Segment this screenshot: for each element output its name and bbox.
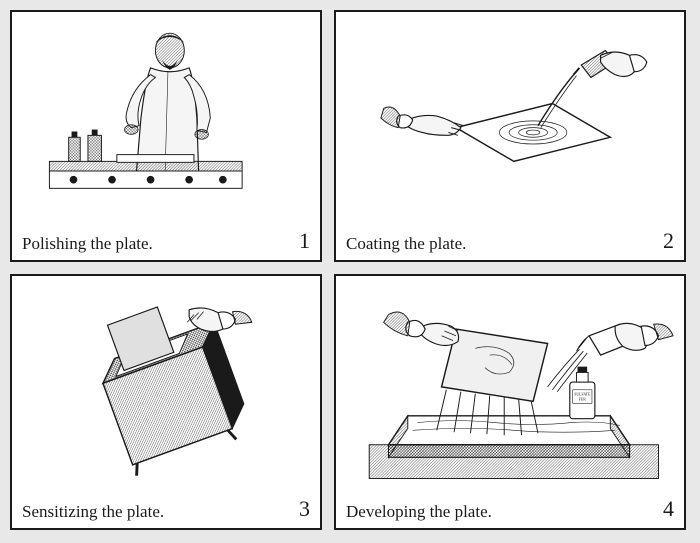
caption-text: Coating the plate. (346, 234, 466, 254)
panel-number: 3 (299, 496, 310, 522)
panel-3: Sensitizing the plate. 3 (10, 274, 322, 530)
panel-1: Polishing the plate. 1 (10, 10, 322, 262)
caption-row: Sensitizing the plate. 3 (12, 492, 320, 528)
illustration-sensitizing (12, 276, 320, 492)
caption-text: Polishing the plate. (22, 234, 153, 254)
panel-2: Coating the plate. 2 (334, 10, 686, 262)
svg-text:FER: FER (579, 397, 586, 401)
caption-row: Polishing the plate. 1 (12, 224, 320, 260)
caption-text: Sensitizing the plate. (22, 502, 164, 522)
caption-text: Developing the plate. (346, 502, 492, 522)
panel-4: SULFATE FER (334, 274, 686, 530)
caption-row: Coating the plate. 2 (336, 224, 684, 260)
panel-number: 4 (663, 496, 674, 522)
panel-number: 1 (299, 228, 310, 254)
illustration-coating (336, 12, 684, 224)
illustration-polishing (12, 12, 320, 224)
panel-number: 2 (663, 228, 674, 254)
svg-text:SULFATE: SULFATE (574, 393, 591, 397)
illustration-developing: SULFATE FER (336, 276, 684, 492)
caption-row: Developing the plate. 4 (336, 492, 684, 528)
